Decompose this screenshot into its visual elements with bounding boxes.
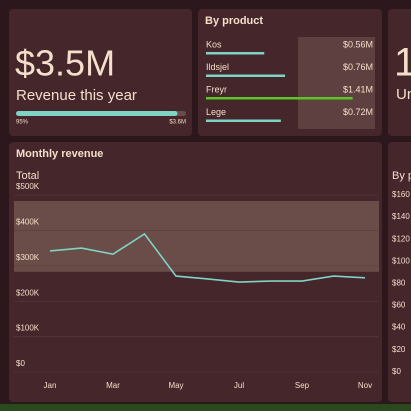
product-value: $0.76M [343,62,373,72]
kpi-value: $3.5M [15,43,115,84]
x-tick-label: Jul [234,381,244,390]
units-card [388,9,411,136]
highlight-band [14,201,379,272]
side-tick-label: $20 [392,345,406,354]
side-title: By p [392,170,411,182]
units-value: 1 [394,41,411,85]
chart-subtitle: Total [16,170,39,182]
chart-card [9,142,382,402]
kpi-caption: Revenue this year [16,87,137,104]
x-tick-label: May [168,381,183,390]
progress-fill [16,111,178,116]
product-name: Lege [206,107,226,117]
kpi-card [9,9,192,136]
side-tick-label: $40 [392,323,406,332]
y-tick-label: $0 [16,359,25,368]
product-value: $1.41M [343,84,373,94]
product-name: Freyr [206,84,227,94]
product-title: By product [205,15,263,27]
x-tick-label: Jan [44,381,57,390]
side-tick-label: $120 [392,234,410,243]
side-tick-label: $100 [392,256,410,265]
y-tick-label: $200K [16,288,40,297]
product-name: Kos [206,39,222,49]
product-bar [206,97,353,100]
bottom-strip [0,404,411,411]
chart-title: Monthly revenue [16,148,103,160]
value-band [298,37,375,129]
y-tick-label: $500K [16,182,40,191]
product-value: $0.72M [343,107,373,117]
target-label: $3.6M [169,120,186,126]
y-tick-label: $400K [16,218,40,227]
x-tick-label: Nov [358,381,372,390]
product-name: Ildsjel [206,62,229,72]
y-tick-label: $300K [16,253,40,262]
revenue-line [49,232,366,283]
side-tick-label: $140 [392,212,410,221]
product-value: $0.56M [343,39,373,49]
product-bar [206,74,286,77]
product-bar [206,119,281,122]
y-tick-label: $100K [16,324,40,333]
side-tick-label: $80 [392,279,406,288]
side-tick-label: $60 [392,301,406,310]
side-card [388,142,411,402]
side-tick-label: $0 [392,367,401,376]
product-bar [206,52,265,55]
x-tick-label: Sep [295,381,310,390]
side-tick-label: $160 [392,190,410,199]
progress-label: 95% [16,120,29,126]
units-caption: Un [396,86,411,103]
x-tick-label: Mar [106,381,120,390]
